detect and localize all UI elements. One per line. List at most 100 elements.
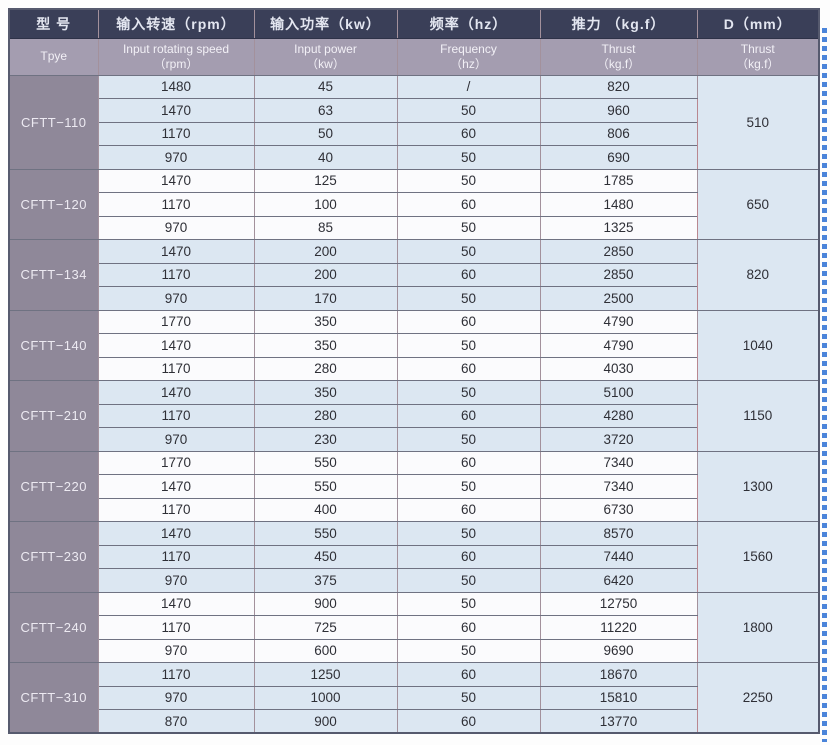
model-cell: CFTT−140 [8, 309, 99, 381]
table-row: 1470 350 50 4790 [9, 333, 819, 358]
data-cell: 1170 [97, 192, 255, 217]
dashed-edge-line [822, 28, 827, 742]
header-en-col-3: Frequency （hz） [396, 37, 541, 76]
data-cell: 125 [253, 168, 398, 193]
data-cell: 550 [253, 521, 398, 546]
data-cell: 7440 [539, 544, 698, 569]
spec-table-header: 型 号输入转速（rpm） 输入功率（kw） 频率（hz） 推力 （kg.f） D（mm）… [8, 8, 820, 76]
table-row: CFTT−134 1470 200 50 2850 820 [8, 239, 820, 311]
d-cell: 510 [696, 74, 820, 170]
data-cell: 50 [396, 638, 541, 663]
data-cell: 1770 [97, 309, 255, 334]
data-cell: 60 [396, 356, 541, 381]
data-cell: 7340 [539, 450, 698, 475]
table-row: 970 1000 50 15810 [9, 685, 819, 710]
data-cell: 2850 [539, 239, 698, 264]
d-cell: 1300 [696, 450, 820, 522]
data-cell: 1170 [97, 544, 255, 569]
data-cell: 60 [396, 121, 541, 146]
d-cell: 1560 [696, 521, 820, 593]
data-cell: 50 [253, 121, 398, 146]
data-cell: 2850 [539, 262, 698, 287]
data-cell: 450 [253, 544, 398, 569]
table-row: 1170 725 60 11220 [9, 615, 819, 640]
data-cell: 8570 [539, 521, 698, 546]
table-row: CFTT−120 1470 125 50 1785 650 [8, 168, 820, 240]
data-cell: 1480 [539, 192, 698, 217]
data-cell: 280 [253, 356, 398, 381]
data-cell: 970 [97, 145, 255, 170]
data-cell: 870 [97, 709, 255, 734]
model-cell: CFTT−110 [8, 74, 99, 170]
model-cell: CFTT−220 [8, 450, 99, 522]
data-cell: 806 [539, 121, 698, 146]
table-row: 1170 100 60 1480 [9, 192, 819, 217]
data-cell: 40 [253, 145, 398, 170]
data-cell: 1170 [97, 356, 255, 381]
data-cell: 970 [97, 427, 255, 452]
data-cell: 960 [539, 98, 698, 123]
table-row: 1170 200 60 2850 [9, 262, 819, 287]
data-cell: 50 [396, 239, 541, 264]
table-row: CFTT−240 1470 900 50 12750 1800 [8, 591, 820, 663]
model-cell: CFTT−120 [8, 168, 99, 240]
data-cell: 550 [253, 450, 398, 475]
data-cell: 375 [253, 568, 398, 593]
d-cell: 1040 [696, 309, 820, 381]
data-cell: 50 [396, 286, 541, 311]
data-cell: 60 [396, 450, 541, 475]
spec-table-body: CFTT−110 1480 45/820 510 1470 63 50 960 1170 50 60… [8, 74, 820, 734]
table-row: 970 40 50 690 [9, 145, 819, 170]
header-en-col-0: Tpye [8, 37, 99, 76]
data-cell: 6420 [539, 568, 698, 593]
data-cell: 1470 [97, 98, 255, 123]
table-row: 970 375 50 6420 [9, 568, 819, 593]
d-cell: 820 [696, 239, 820, 311]
header-zh-col-5: D（mm） [696, 8, 820, 39]
data-cell: 60 [396, 309, 541, 334]
data-cell: 1470 [97, 521, 255, 546]
model-cell: CFTT−230 [8, 521, 99, 593]
data-cell: 60 [396, 403, 541, 428]
model-cell: CFTT−210 [8, 380, 99, 452]
table-row: CFTT−220 1770 550 60 7340 1300 [8, 450, 820, 522]
data-cell: 60 [396, 192, 541, 217]
data-cell: 7340 [539, 474, 698, 499]
table-row: 970 85 50 1325 [9, 215, 819, 240]
data-cell: 1470 [97, 333, 255, 358]
data-cell: 63 [253, 98, 398, 123]
data-cell: 60 [396, 262, 541, 287]
data-cell: 1325 [539, 215, 698, 240]
data-cell: 2500 [539, 286, 698, 311]
data-cell: 60 [396, 662, 541, 687]
data-cell: 1170 [97, 403, 255, 428]
data-cell: 50 [396, 215, 541, 240]
data-cell: 1470 [97, 380, 255, 405]
data-cell: 1470 [97, 474, 255, 499]
table-row: 1170 280 60 4280 [9, 403, 819, 428]
data-cell: 4790 [539, 309, 698, 334]
table-row: CFTT−210 1470 350 50 5100 1150 [8, 380, 820, 452]
data-cell: 1480 [97, 74, 255, 99]
data-cell: 550 [253, 474, 398, 499]
data-cell: 50 [396, 145, 541, 170]
data-cell: 4280 [539, 403, 698, 428]
data-cell: 970 [97, 215, 255, 240]
header-row-zh: 型 号输入转速（rpm） 输入功率（kw） 频率（hz） 推力 （kg.f） D（mm） [8, 8, 820, 39]
data-cell: 60 [396, 497, 541, 522]
data-cell: 1470 [97, 168, 255, 193]
data-cell: 11220 [539, 615, 698, 640]
table-row: 970 230 50 3720 [9, 427, 819, 452]
table-row: CFTT−310 1170 1250 60 18670 2250 [8, 662, 820, 734]
header-zh-col-0: 型 号 [8, 8, 99, 39]
data-cell: 900 [253, 591, 398, 616]
data-cell: 1470 [97, 239, 255, 264]
data-cell: 100 [253, 192, 398, 217]
data-cell: 9690 [539, 638, 698, 663]
spec-table: 型 号输入转速（rpm） 输入功率（kw） 频率（hz） 推力 （kg.f） D（mm）… [8, 8, 820, 734]
d-cell: 1150 [696, 380, 820, 452]
model-cell: CFTT−240 [8, 591, 99, 663]
d-cell: 2250 [696, 662, 820, 734]
data-cell: 970 [97, 568, 255, 593]
